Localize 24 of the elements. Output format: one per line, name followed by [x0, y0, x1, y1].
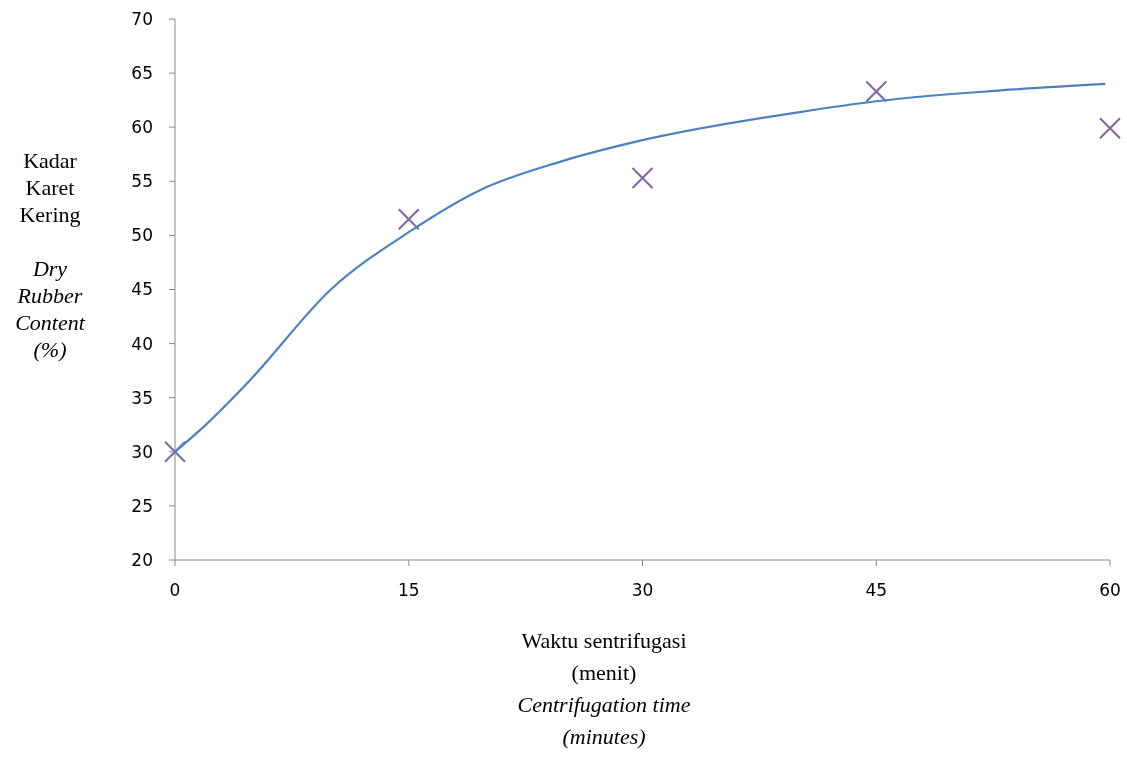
text: Kadar Karet Kering Dry Rubber Content (%) [15, 148, 85, 362]
y-tick-label: 35 [131, 387, 153, 408]
line-series [173, 82, 1107, 453]
y-tick-label: 65 [131, 63, 153, 84]
y-tick-label: 50 [131, 225, 153, 246]
x-axis-title: Waktu sentrifugasi (menit) Centrifugation time (minutes) [517, 628, 691, 749]
point [1099, 117, 1121, 140]
y-tick-label: 70 [131, 8, 153, 29]
point [865, 80, 888, 103]
y-tick-label: 30 [131, 441, 153, 462]
y-tick-label: 45 [131, 279, 153, 300]
x-tick-label: 0 [169, 580, 181, 600]
point [397, 208, 420, 231]
x-tick-label: 30 [631, 580, 654, 600]
y-tick-label: 60 [131, 117, 153, 138]
y-tick-label: 40 [131, 333, 153, 354]
x-tick-label: 60 [1099, 580, 1121, 600]
x-tick-label: 15 [397, 580, 420, 600]
point [164, 440, 186, 463]
x-tick-label: 45 [865, 580, 888, 600]
y-tick-label: 55 [131, 171, 153, 192]
y-tick-label: 25 [131, 495, 153, 516]
point [631, 167, 654, 190]
y-tick-label: 20 [131, 549, 153, 570]
